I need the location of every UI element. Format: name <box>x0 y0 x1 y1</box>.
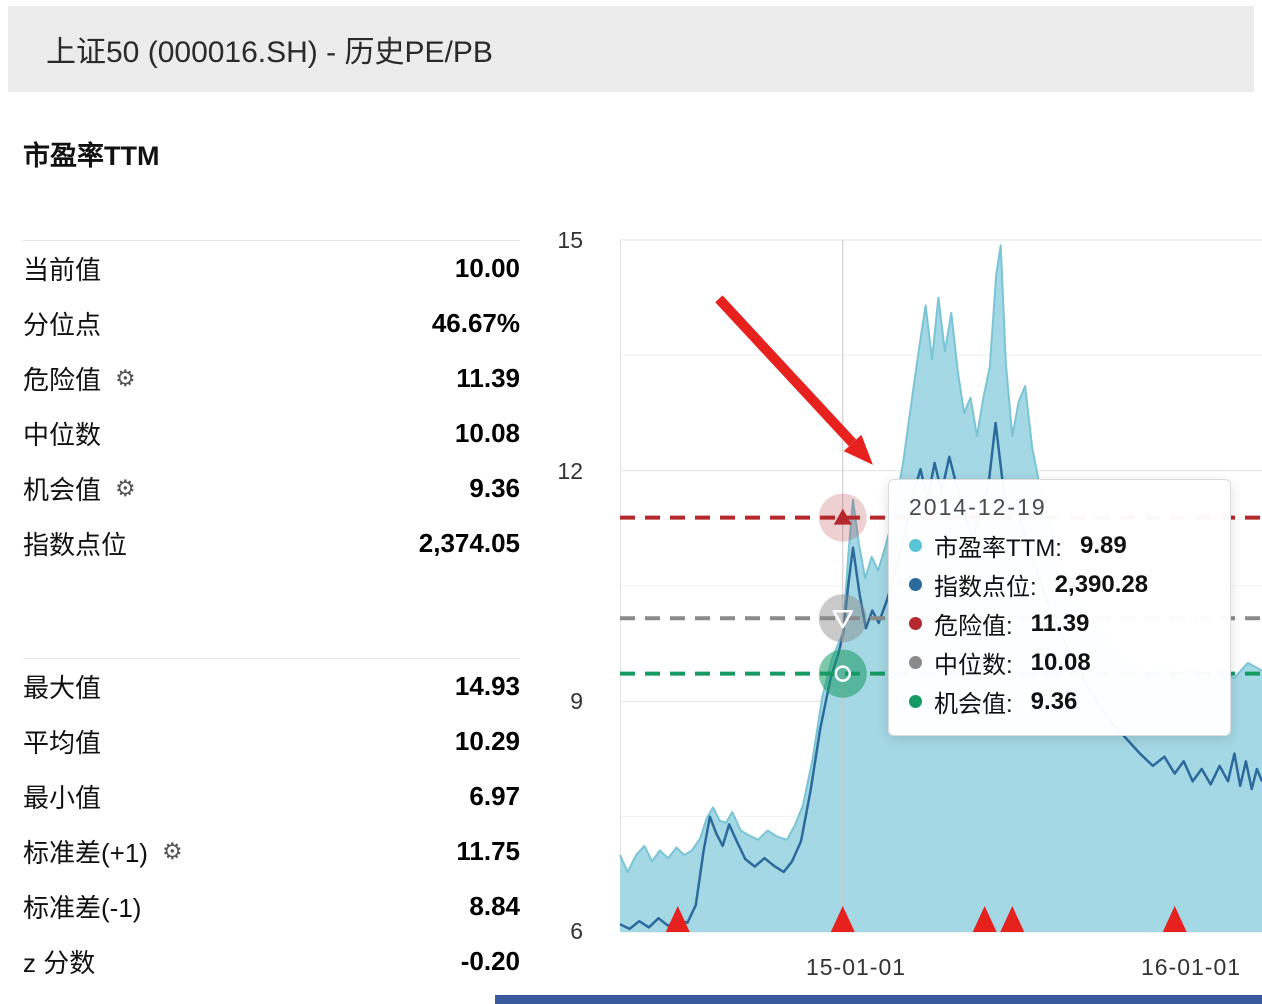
tooltip-row: 指数点位: 2,390.28 <box>909 565 1210 604</box>
stat-row: 指数点位 2,374.05 <box>23 516 520 571</box>
tooltip-row: 危险值: 11.39 <box>909 604 1210 643</box>
stat-label: 机会值 ⚙ <box>23 470 136 507</box>
stat-row: 标准差(+1) ⚙ 11.75 <box>23 824 520 879</box>
stat-row: 最小值 6.97 <box>23 769 520 824</box>
tooltip-date: 2014-12-19 <box>909 494 1047 520</box>
y-axis-tick: 9 <box>570 688 583 714</box>
stat-value: 46.67% <box>431 308 520 338</box>
stat-label: 中位数 <box>23 420 102 450</box>
event-triangle[interactable] <box>1000 906 1025 932</box>
tooltip-label: 机会值: <box>934 691 1013 718</box>
stat-label: 平均值 <box>23 728 102 758</box>
index-series-dot <box>909 578 922 591</box>
next-chart-edge <box>495 995 1262 1004</box>
median-series-dot <box>909 656 922 669</box>
stat-row: 当前值 10.00 <box>23 241 520 296</box>
crosshair-marker-halo <box>818 594 867 643</box>
stat-value: 10.08 <box>454 418 520 448</box>
stat-label: 危险值 ⚙ <box>23 360 136 397</box>
pe-ttm-series-dot <box>909 539 922 552</box>
tooltip-value: 9.89 <box>1079 531 1127 559</box>
opportunity-series-dot <box>909 695 922 708</box>
tooltip-value: 9.36 <box>1030 687 1078 715</box>
circle-marker <box>834 665 852 682</box>
stat-value: 6.97 <box>469 781 520 811</box>
gear-icon[interactable]: ⚙ <box>115 475 136 501</box>
stat-value: 2,374.05 <box>418 528 520 558</box>
stat-label: z 分数 <box>23 948 96 978</box>
stat-value: -0.20 <box>460 946 520 976</box>
event-triangle[interactable] <box>830 906 855 932</box>
crosshair-marker-halo <box>818 649 867 698</box>
tooltip-row: 市盈率TTM: 9.89 <box>909 526 1210 565</box>
stat-row: 平均值 10.29 <box>23 714 520 769</box>
stat-row: 中位数 10.08 <box>23 406 520 461</box>
stat-row: 危险值 ⚙ 11.39 <box>23 351 520 406</box>
tooltip-value: 11.39 <box>1030 609 1090 637</box>
tooltip-row: 机会值: 9.36 <box>909 682 1210 721</box>
y-axis-tick: 6 <box>570 918 583 944</box>
gear-icon[interactable]: ⚙ <box>115 365 136 391</box>
stat-label: 分位点 <box>23 310 102 340</box>
up-triangle-marker <box>833 508 852 525</box>
stat-label-text: 标准差(+1) <box>23 838 148 868</box>
title-bar: 上证50 (000016.SH) - 历史PE/PB <box>8 6 1254 92</box>
stat-label: 最大值 <box>23 673 102 703</box>
stat-row: 最大值 14.93 <box>23 659 520 714</box>
pe-ttm-section-title: 市盈率TTM <box>23 141 160 171</box>
gear-icon[interactable]: ⚙ <box>161 838 183 864</box>
y-axis-tick: 12 <box>557 458 583 484</box>
x-axis-tick: 15-01-01 <box>805 954 907 980</box>
stat-value: 14.93 <box>454 671 520 701</box>
stat-label: 标准差(-1) <box>23 893 142 923</box>
stat-value: 9.36 <box>469 473 520 503</box>
tooltip-label: 市盈率TTM: <box>934 535 1062 562</box>
tooltip-label: 危险值: <box>934 613 1013 640</box>
stat-label-text: 机会值 <box>23 475 102 505</box>
tooltip-row: 中位数: 10.08 <box>909 643 1210 682</box>
stat-label: 最小值 <box>23 783 102 813</box>
y-axis-tick: 15 <box>557 227 583 253</box>
stat-value: 10.00 <box>454 253 520 283</box>
stat-label: 指数点位 <box>23 530 128 560</box>
tooltip-label: 中位数: <box>934 652 1013 679</box>
event-triangle[interactable] <box>665 906 690 932</box>
stat-value: 8.84 <box>469 891 520 921</box>
stats-group-primary: 当前值 10.00 分位点 46.67% 危险值 ⚙ 11.39 中位数 10.… <box>23 240 520 571</box>
stat-label-text: 危险值 <box>23 365 102 395</box>
danger-series-dot <box>909 617 922 630</box>
stat-label: 当前值 <box>23 255 102 285</box>
page-title: 上证50 (000016.SH) - 历史PE/PB <box>46 36 493 69</box>
stat-row: z 分数 -0.20 <box>23 934 520 989</box>
stat-value: 11.39 <box>456 363 520 393</box>
event-triangle[interactable] <box>1162 906 1187 932</box>
down-triangle-marker <box>832 610 854 629</box>
stat-row: 机会值 ⚙ 9.36 <box>23 461 520 516</box>
stats-group-secondary: 最大值 14.93 平均值 10.29 最小值 6.97 标准差(+1) ⚙ 1… <box>23 658 520 989</box>
tooltip-label: 指数点位: <box>934 574 1037 601</box>
stat-value: 10.29 <box>454 726 520 756</box>
stat-value: 11.75 <box>456 836 520 866</box>
stat-row: 标准差(-1) 8.84 <box>23 879 520 934</box>
x-axis-tick: 16-01-01 <box>1140 954 1242 980</box>
chart-tooltip: 2014-12-19 市盈率TTM: 9.89 指数点位: 2,390.28 危… <box>888 479 1231 736</box>
event-triangle[interactable] <box>972 906 997 932</box>
tooltip-value: 2,390.28 <box>1054 570 1149 598</box>
stat-label: 标准差(+1) ⚙ <box>23 833 183 870</box>
stat-row: 分位点 46.67% <box>23 296 520 351</box>
tooltip-value: 10.08 <box>1030 648 1091 676</box>
annotation-arrow-shaft <box>715 295 857 447</box>
annotation-arrow-head <box>843 434 873 465</box>
